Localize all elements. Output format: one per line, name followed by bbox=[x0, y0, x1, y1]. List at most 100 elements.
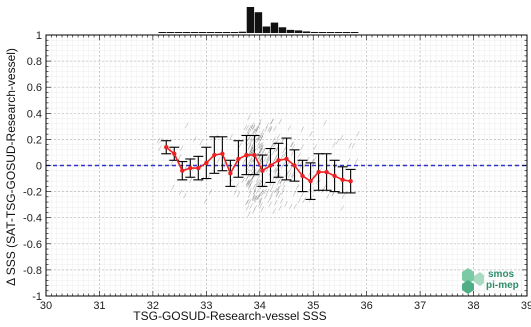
scatter-point bbox=[245, 180, 250, 187]
scatter-point bbox=[270, 142, 274, 149]
histogram bbox=[158, 7, 359, 33]
scatter-point bbox=[332, 142, 336, 148]
histogram-bar bbox=[294, 30, 303, 33]
y-tick-label: 0.6 bbox=[27, 82, 42, 94]
scatter-point bbox=[272, 208, 276, 214]
scatter-point bbox=[300, 126, 304, 133]
histogram-bar bbox=[334, 32, 343, 33]
scatter-point bbox=[248, 158, 253, 164]
histogram-bar bbox=[342, 32, 351, 33]
histogram-bar bbox=[302, 31, 311, 33]
scatter-point bbox=[335, 138, 340, 145]
scatter-point bbox=[258, 119, 262, 125]
scatter-point bbox=[280, 138, 285, 144]
histogram-bar bbox=[310, 31, 319, 33]
mean-point bbox=[276, 158, 281, 163]
scatter-point bbox=[245, 179, 250, 186]
scatter-point bbox=[208, 189, 213, 195]
scatter-point bbox=[259, 144, 263, 150]
scatter-point bbox=[259, 202, 263, 209]
y-tick-label: 1 bbox=[36, 30, 42, 42]
scatter-point bbox=[291, 171, 295, 178]
histogram-bar bbox=[246, 7, 255, 33]
scatter-point bbox=[291, 150, 295, 156]
scatter-point bbox=[267, 126, 271, 132]
scatter-point bbox=[245, 205, 249, 211]
scatter-point bbox=[273, 126, 277, 132]
scatter-point bbox=[248, 125, 252, 131]
scatter-point bbox=[276, 134, 280, 140]
x-tick-label: 34 bbox=[254, 300, 266, 312]
scatter-point bbox=[306, 156, 310, 163]
scatter-point bbox=[296, 160, 300, 167]
scatter-point bbox=[269, 186, 274, 192]
scatter-point bbox=[259, 147, 263, 154]
mean-point bbox=[188, 165, 193, 171]
scatter-point bbox=[246, 179, 251, 185]
scatter-point bbox=[269, 127, 273, 133]
scatter-point bbox=[253, 204, 258, 211]
y-tick-label: -0.8 bbox=[23, 265, 42, 277]
smos-pimep-logo: smos pi-mep bbox=[462, 268, 519, 294]
histogram-bar bbox=[190, 32, 199, 33]
scatter-point bbox=[287, 172, 292, 178]
scatter-point bbox=[278, 205, 282, 211]
scatter-point bbox=[214, 134, 218, 141]
scatter-point bbox=[302, 197, 306, 203]
histogram-bar bbox=[318, 32, 327, 33]
histogram-bar bbox=[158, 32, 166, 33]
scatter-point bbox=[250, 147, 254, 153]
scatter-point bbox=[247, 192, 252, 198]
x-tick-label: 37 bbox=[414, 300, 426, 312]
mean-series bbox=[164, 145, 353, 184]
scatter-point bbox=[251, 149, 255, 156]
scatter-point bbox=[249, 138, 253, 145]
scatter-point bbox=[257, 135, 262, 142]
scatter-point bbox=[257, 171, 261, 177]
scatter-point bbox=[245, 125, 249, 131]
axis-ticks bbox=[45, 34, 528, 297]
scatter-point bbox=[246, 198, 250, 205]
mean-point bbox=[172, 151, 177, 156]
scatter-point bbox=[268, 125, 273, 132]
scatter-point bbox=[291, 144, 295, 150]
y-axis-label: Δ SSS (SAT-TSG-GOSUD-Research-vessel) bbox=[4, 48, 18, 286]
scatter-point bbox=[277, 185, 281, 191]
scatter-point bbox=[283, 151, 287, 157]
scatter-point bbox=[189, 177, 193, 183]
histogram-bar bbox=[198, 32, 207, 33]
scatter-point bbox=[313, 156, 317, 163]
histogram-bar bbox=[206, 32, 215, 33]
scatter-point bbox=[284, 201, 288, 207]
scatter-point bbox=[233, 189, 238, 195]
scatter-point bbox=[261, 190, 265, 196]
x-tick-label: 33 bbox=[200, 300, 212, 312]
scatter-point bbox=[247, 129, 251, 136]
scatter-point bbox=[248, 143, 252, 149]
scatter-point bbox=[280, 198, 284, 204]
scatter-point bbox=[260, 188, 264, 195]
scatter-point bbox=[249, 144, 254, 151]
scatter-point bbox=[346, 158, 351, 164]
scatter-point bbox=[274, 199, 278, 206]
scatter-point bbox=[255, 126, 259, 133]
scatter-point bbox=[249, 203, 253, 209]
scatter-point bbox=[247, 184, 252, 190]
scatter-point bbox=[339, 135, 344, 141]
scatter-point bbox=[247, 169, 251, 175]
scatter-point bbox=[247, 115, 251, 121]
scatter-point bbox=[269, 194, 273, 200]
scatter-point bbox=[200, 176, 205, 182]
scatter-point bbox=[252, 183, 256, 190]
scatter-point bbox=[289, 166, 293, 172]
histogram-bar bbox=[230, 32, 239, 33]
scatter-point bbox=[270, 190, 274, 196]
scatter-point bbox=[293, 203, 297, 210]
scatter-point bbox=[242, 158, 246, 165]
mean-point bbox=[316, 169, 321, 175]
scatter-point bbox=[297, 197, 302, 203]
mean-point bbox=[324, 169, 329, 175]
scatter-point bbox=[249, 125, 254, 131]
histogram-bar bbox=[350, 32, 359, 33]
scatter-point bbox=[236, 191, 241, 198]
